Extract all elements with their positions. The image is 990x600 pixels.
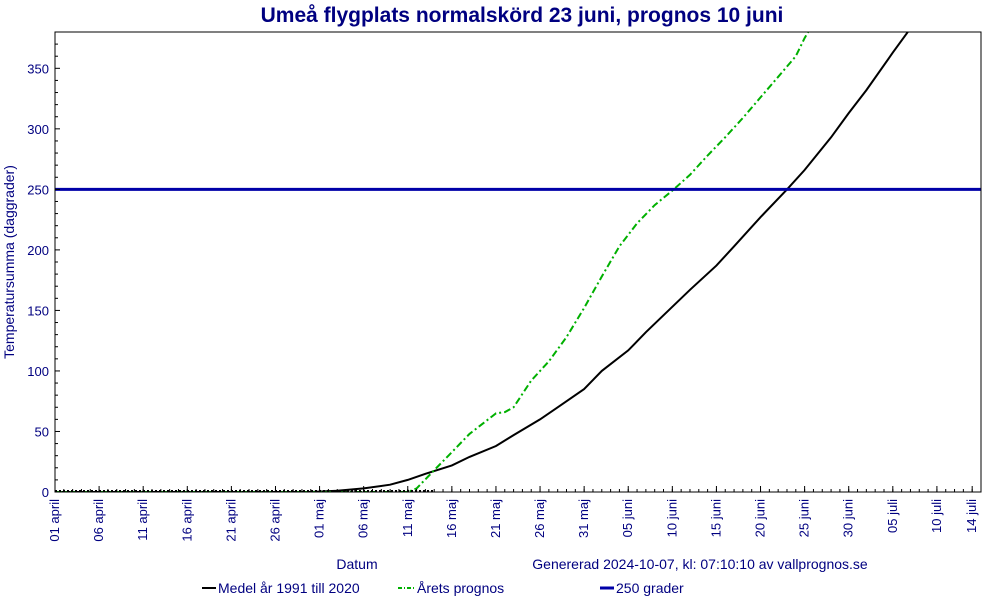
y-tick-label: 250 bbox=[27, 182, 49, 197]
y-tick-label: 150 bbox=[27, 303, 49, 318]
x-tick-label: 26 maj bbox=[532, 499, 547, 538]
x-tick-label: 20 juni bbox=[753, 499, 768, 537]
legend-label-1: Medel år 1991 till 2020 bbox=[218, 580, 360, 596]
x-tick-label: 01 april bbox=[47, 499, 62, 542]
x-tick-label: 05 juli bbox=[885, 499, 900, 533]
y-tick-label: 300 bbox=[27, 122, 49, 137]
axes: 0 50 100 150 200 250 300 350 01 april 06 april 11 … bbox=[27, 31, 982, 542]
x-tick-label: 11 maj bbox=[400, 499, 415, 537]
x-tick-label: 21 april bbox=[223, 499, 238, 542]
y-tick-label: 350 bbox=[27, 61, 49, 76]
y-tick-label: 50 bbox=[35, 424, 49, 439]
plot-frame bbox=[54, 31, 982, 493]
series-line-2 bbox=[55, 32, 810, 492]
x-tick-label: 31 maj bbox=[576, 499, 591, 538]
x-axis-label: Datum bbox=[336, 556, 377, 572]
x-tick-label: 01 maj bbox=[312, 499, 327, 538]
y-tick-label: 0 bbox=[42, 485, 49, 500]
y-tick-label: 200 bbox=[27, 243, 49, 258]
x-tick-label: 26 april bbox=[268, 499, 283, 542]
generated-text: Genererad 2024-10-07, kl: 07:10:10 av va… bbox=[532, 556, 868, 572]
x-tick-label: 10 juni bbox=[664, 499, 679, 537]
y-axis-label: Temperatursumma (daggrader) bbox=[1, 165, 17, 359]
chart-title: Umeå flygplats normalskörd 23 juni, prog… bbox=[261, 4, 784, 27]
series-group bbox=[55, 32, 981, 492]
x-tick-label: 10 juli bbox=[929, 499, 944, 533]
x-tick-label: 15 juni bbox=[708, 499, 723, 537]
legend-label-3: 250 grader bbox=[616, 580, 684, 596]
x-tick-label: 21 maj bbox=[488, 499, 503, 538]
y-tick-label: 100 bbox=[27, 364, 49, 379]
legend-label-2: Årets prognos bbox=[417, 580, 504, 596]
legend: Medel år 1991 till 2020 Årets prognos 250 … bbox=[202, 580, 684, 596]
x-tick-label: 05 juni bbox=[620, 499, 635, 537]
x-tick-label: 30 juni bbox=[841, 499, 856, 537]
x-tick-label: 16 april bbox=[179, 499, 194, 542]
x-tick-label: 06 april bbox=[91, 499, 106, 542]
x-tick-label: 25 juni bbox=[797, 499, 812, 537]
series-line-1 bbox=[55, 32, 910, 492]
x-tick-label: 16 maj bbox=[444, 499, 459, 538]
plot-area bbox=[55, 32, 981, 492]
x-tick-label: 06 maj bbox=[356, 499, 371, 538]
x-tick-label: 14 juli bbox=[964, 499, 979, 533]
x-tick-label: 11 april bbox=[135, 499, 150, 541]
